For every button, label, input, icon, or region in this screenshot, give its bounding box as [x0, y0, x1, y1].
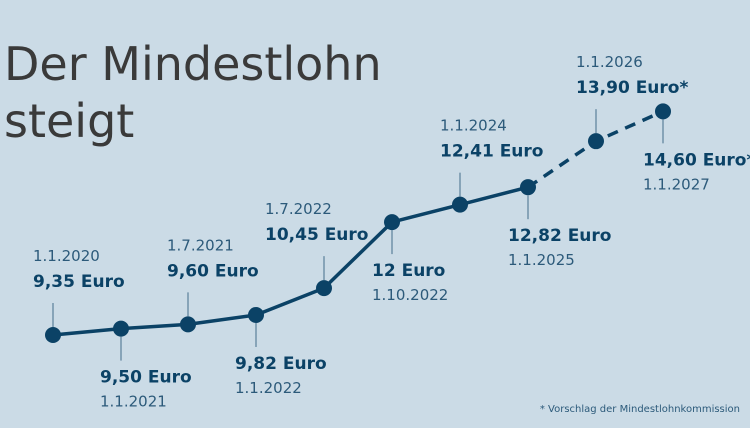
data-label-date: 1.1.2024 [440, 117, 507, 135]
data-point-marker [248, 306, 264, 323]
data-point-marker [588, 133, 604, 150]
wage-series [51, 109, 664, 337]
data-label-date: 1.1.2025 [508, 251, 575, 269]
data-label-value: 9,50 Euro [100, 368, 192, 388]
data-label-date: 1.7.2021 [167, 236, 234, 254]
title-line-2: steigt [4, 94, 134, 148]
data-label-value: 12,82 Euro [508, 226, 611, 246]
data-label-date: 1.1.2020 [33, 247, 100, 265]
data-point-marker [452, 196, 468, 213]
data-label-date: 1.1.2021 [100, 393, 167, 411]
data-label-date: 1.1.2027 [643, 175, 710, 193]
data-point-marker [113, 320, 129, 337]
data-label-date: 1.7.2022 [265, 200, 332, 218]
data-point-marker [316, 280, 332, 297]
data-point-marker [180, 316, 196, 333]
data-label-value: 9,35 Euro [33, 272, 125, 292]
series-line-actual [51, 185, 530, 337]
connector-lines [52, 109, 664, 361]
data-labels: 1.1.2020 9,35 Euro 1.1.2021 9,50 Euro 1.7.20… [33, 53, 750, 410]
data-label-date: 1.1.2022 [235, 379, 302, 397]
data-point-marker [520, 179, 536, 196]
footnote: * Vorschlag der Mindestlohnkommission [540, 404, 740, 415]
data-label-date: 1.10.2022 [372, 286, 448, 304]
data-point-marker [45, 327, 61, 343]
data-label-value: 12,41 Euro [440, 142, 543, 162]
title-line-1: Der Mindestlohn [4, 37, 382, 91]
data-label-value: 10,45 Euro [265, 225, 368, 245]
data-label-value: 14,60 Euro* [643, 150, 750, 170]
data-point-marker [384, 214, 400, 231]
data-label-value: 12 Euro [372, 261, 445, 281]
data-label-value: 9,60 Euro [167, 261, 259, 281]
data-points [45, 103, 671, 343]
data-label-value: 13,90 Euro* [576, 78, 688, 98]
data-label-date: 1.1.2026 [576, 53, 643, 71]
data-point-marker [655, 103, 671, 120]
data-label-value: 9,82 Euro [235, 354, 327, 374]
